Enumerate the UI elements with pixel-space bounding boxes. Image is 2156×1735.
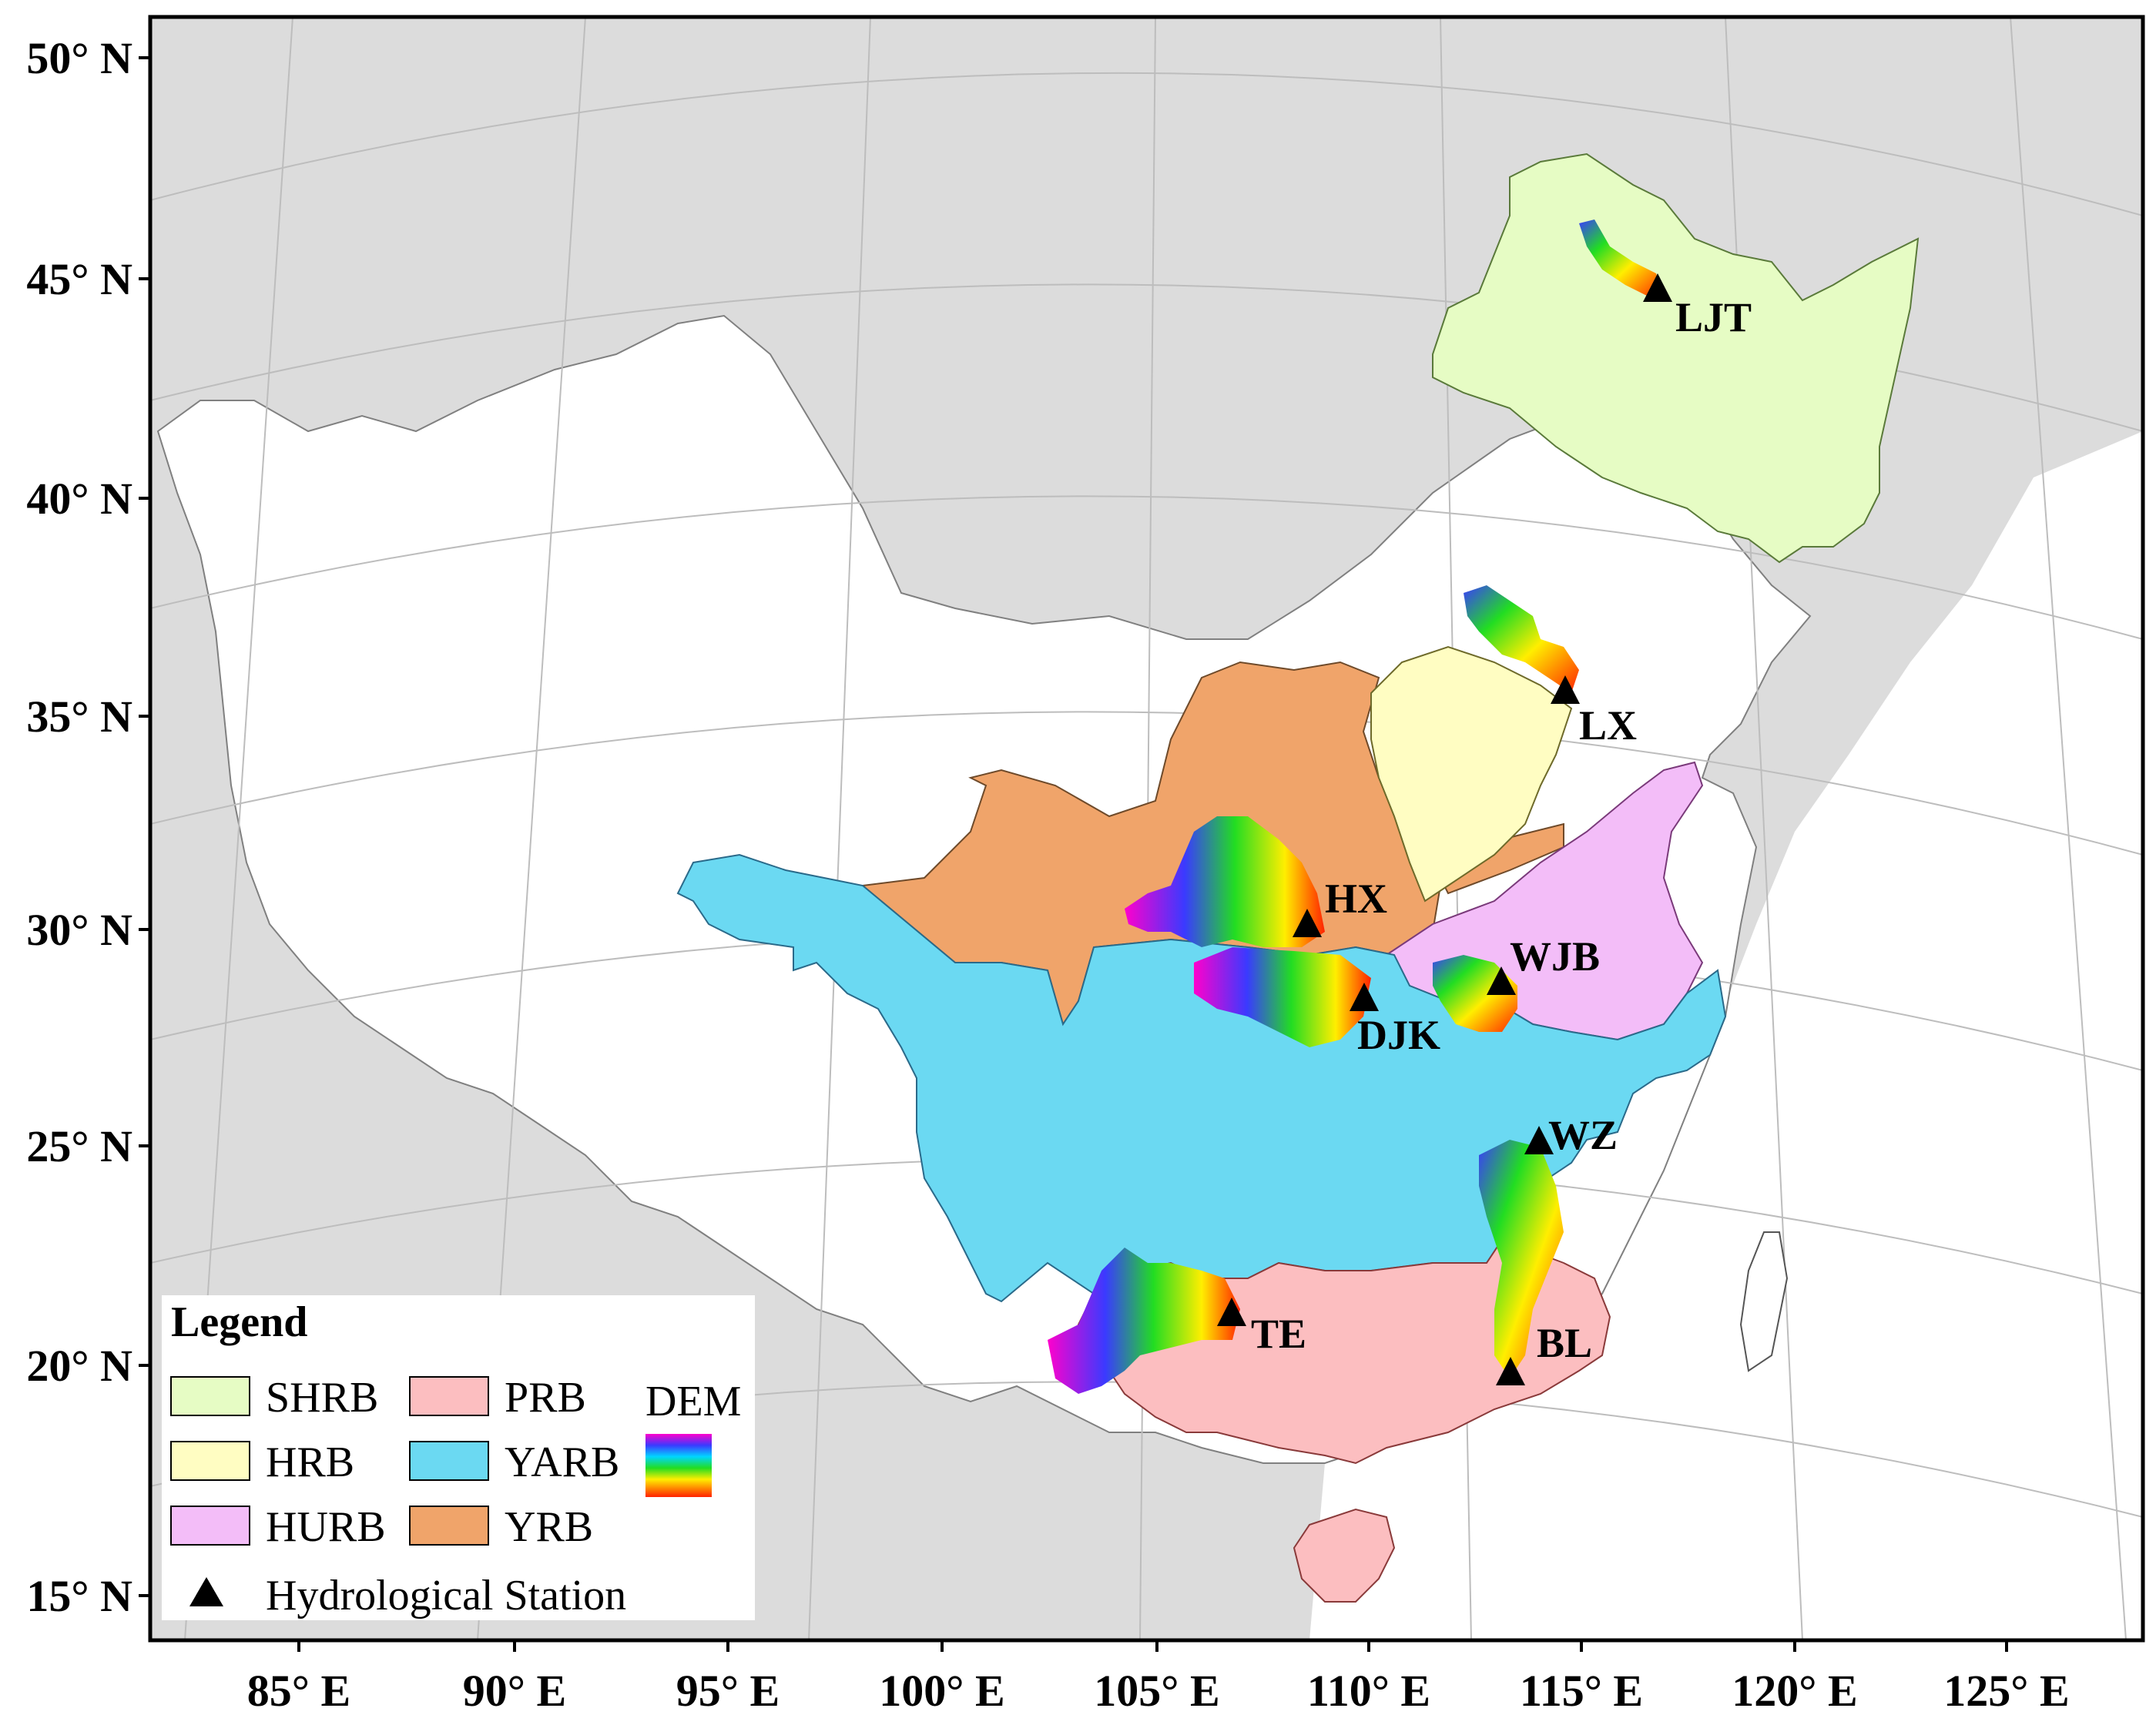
legend-swatch-yrb [409, 1506, 489, 1546]
dem-djk [1194, 947, 1371, 1047]
station-marker-hx [1293, 909, 1322, 937]
station-marker-wz [1524, 1126, 1554, 1154]
legend-station-label: Hydrological Station [266, 1572, 626, 1619]
sea-area [1309, 431, 2143, 1640]
lat-tick-label: 35° N [26, 692, 132, 742]
dem-wjb [1433, 955, 1517, 1032]
station-label: BL [1537, 1320, 1592, 1366]
lon-tick-label: 95° E [676, 1666, 780, 1716]
legend-dem-label: DEM [645, 1378, 741, 1425]
lat-tick-label: 30° N [26, 905, 132, 955]
dem-wz [1479, 1140, 1564, 1378]
dem-ljt [1579, 219, 1664, 296]
legend-swatch-hurb [170, 1506, 250, 1546]
legend-station-icon [189, 1577, 223, 1606]
legend-dem-colorbar [645, 1434, 712, 1497]
station-marker-lx [1551, 675, 1580, 704]
station-label: DJK [1357, 1012, 1440, 1058]
lon-tick-label: 105° E [1094, 1666, 1219, 1716]
station-label: HX [1325, 876, 1387, 922]
station-label: TE [1251, 1311, 1306, 1357]
legend-label-hurb: HURB [266, 1503, 386, 1551]
lon-axis [297, 1640, 2008, 1652]
basin-yarb [676, 853, 1727, 1303]
station-marker-djk [1350, 983, 1379, 1011]
station-marker-ljt [1643, 273, 1672, 302]
lat-tick-label: 45° N [26, 254, 132, 304]
station-marker-bl [1496, 1357, 1525, 1385]
station-label: WJB [1510, 933, 1600, 980]
legend-swatch-yarb [409, 1441, 489, 1481]
lat-tick-label: 25° N [26, 1121, 132, 1171]
map-frame [148, 15, 2145, 1643]
legend-title: Legend [171, 1298, 307, 1346]
lon-tick-label: 115° E [1520, 1666, 1643, 1716]
station-markers [1217, 273, 1672, 1385]
lat-tick-label: 20° N [26, 1341, 132, 1391]
dem-te [1048, 1248, 1240, 1394]
lon-tick-label: 110° E [1307, 1666, 1430, 1716]
legend-swatch-prb [409, 1376, 489, 1416]
lat-axis [139, 56, 150, 1597]
legend-label-yarb: YARB [505, 1439, 619, 1486]
island-taiwan [1739, 1231, 1789, 1372]
legend: Legend SHRB HRB HURB PRB YARB YRB DEM Hy… [162, 1295, 755, 1620]
lat-tick-label: 15° N [26, 1571, 132, 1621]
legend-label-shrb: SHRB [266, 1374, 378, 1422]
lat-tick-label: 40° N [26, 474, 132, 524]
lon-tick-label: 85° E [247, 1666, 350, 1716]
legend-label-hrb: HRB [266, 1439, 354, 1486]
basin-hrb [1370, 645, 1573, 903]
dem-hx [1125, 816, 1325, 947]
station-label: WZ [1548, 1112, 1618, 1158]
station-marker-te [1217, 1298, 1246, 1326]
station-label: LJT [1675, 294, 1752, 340]
lon-tick-label: 125° E [1943, 1666, 2069, 1716]
station-marker-wjb [1487, 966, 1516, 995]
legend-swatch-hrb [170, 1441, 250, 1481]
basin-shrb [1432, 152, 1920, 564]
station-label: LX [1579, 702, 1637, 749]
legend-swatch-shrb [170, 1376, 250, 1416]
island-hainan [1293, 1508, 1396, 1603]
lon-tick-label: 120° E [1732, 1666, 1857, 1716]
legend-label-prb: PRB [505, 1374, 586, 1422]
lon-tick-label: 100° E [879, 1666, 1004, 1716]
dem-subbasins [1048, 219, 1664, 1394]
lat-tick-label: 50° N [26, 33, 132, 83]
dem-lx [1464, 585, 1579, 693]
lon-tick-label: 90° E [463, 1666, 566, 1716]
legend-label-yrb: YRB [505, 1503, 593, 1551]
